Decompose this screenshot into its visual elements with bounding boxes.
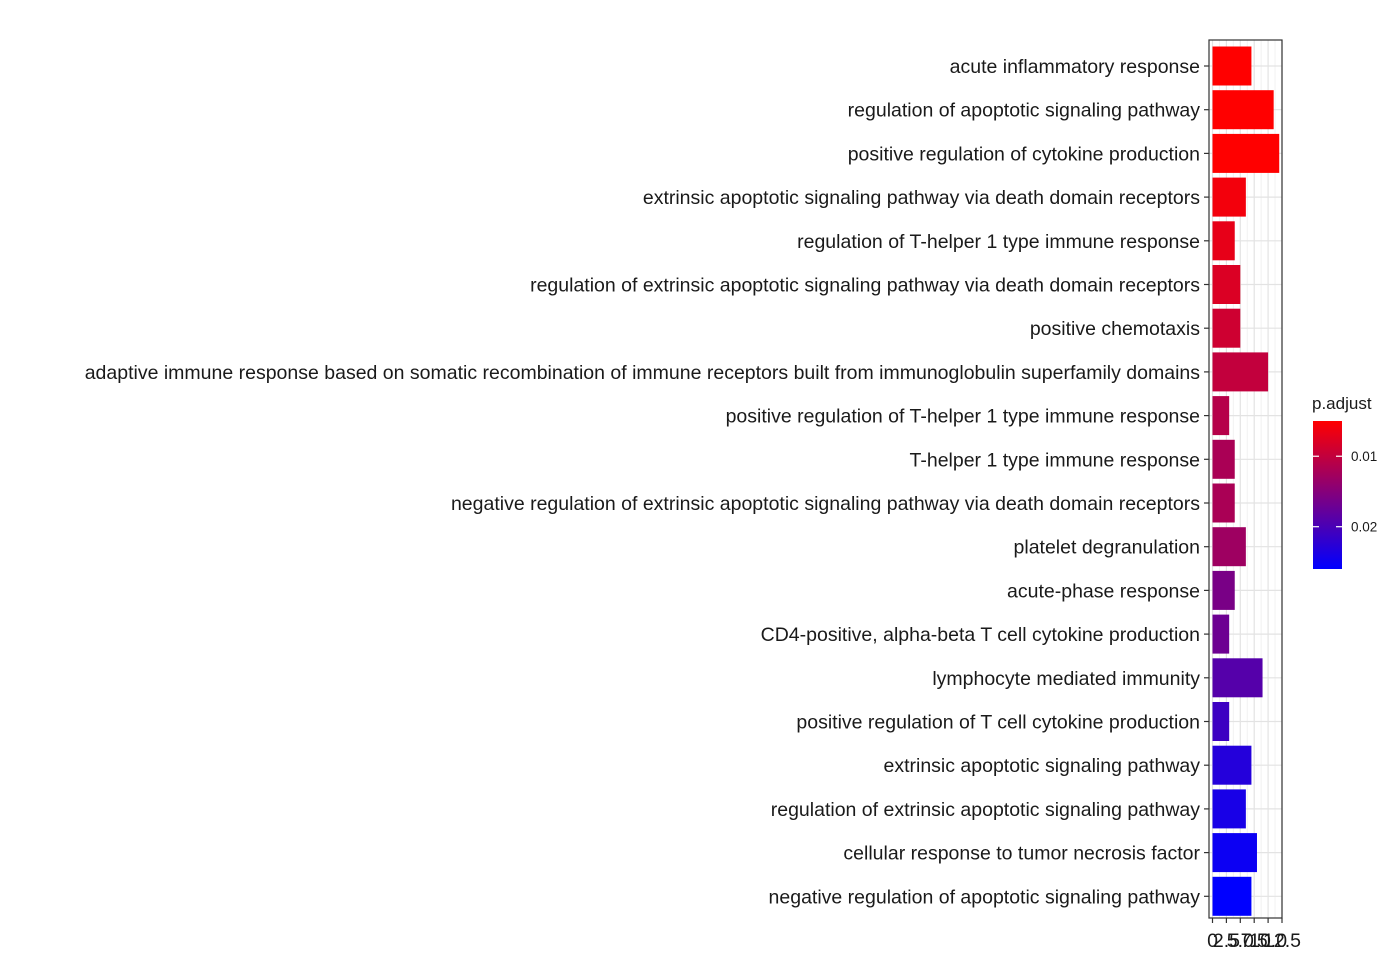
bar — [1212, 265, 1241, 304]
bar — [1212, 876, 1252, 916]
bar — [1212, 221, 1235, 261]
bar — [1212, 614, 1230, 654]
x-axis: 02.55.07.510.012.5 — [1207, 918, 1301, 952]
bar — [1212, 483, 1235, 523]
category-label: extrinsic apoptotic signaling pathway vi… — [643, 187, 1200, 209]
bar — [1212, 702, 1230, 741]
category-label: positive regulation of T cell cytokine p… — [796, 712, 1200, 734]
bar — [1212, 745, 1252, 785]
bars — [1212, 46, 1280, 916]
category-label: positive regulation of cytokine producti… — [848, 143, 1200, 165]
bar — [1212, 46, 1252, 86]
category-label: lymphocyte mediated immunity — [932, 668, 1200, 690]
legend-title: p.adjust — [1312, 394, 1372, 413]
bar — [1212, 177, 1246, 217]
bar — [1212, 658, 1263, 698]
category-label: T-helper 1 type immune response — [910, 449, 1200, 471]
category-label: cellular response to tumor necrosis fact… — [843, 843, 1200, 865]
bar — [1212, 396, 1230, 436]
category-label: adaptive immune response based on somati… — [85, 362, 1201, 384]
category-label: acute-phase response — [1007, 580, 1200, 602]
legend: p.adjust 0.01 0.02 — [1312, 394, 1377, 569]
category-label: regulation of T-helper 1 type immune res… — [797, 231, 1200, 253]
bar — [1212, 352, 1269, 392]
panel-frame — [1208, 39, 1283, 919]
category-label: negative regulation of apoptotic signali… — [769, 886, 1201, 908]
category-label: regulation of extrinsic apoptotic signal… — [530, 275, 1200, 297]
category-label: platelet degranulation — [1014, 537, 1200, 559]
category-labels: acute inflammatory response regulation of… — [85, 56, 1209, 908]
bar — [1212, 833, 1257, 873]
x-tick-label: 5.0 — [1227, 930, 1254, 952]
category-label: CD4-positive, alpha-beta T cell cytokine… — [761, 624, 1200, 646]
color-bar — [1313, 421, 1342, 569]
bar — [1212, 527, 1246, 567]
x-tick-label: 10.0 — [1249, 930, 1287, 952]
bar — [1212, 570, 1235, 610]
legend-tick-label: 0.01 — [1351, 449, 1377, 464]
category-label: positive regulation of T-helper 1 type i… — [726, 406, 1200, 428]
bar — [1212, 439, 1235, 479]
bar — [1212, 789, 1246, 829]
x-tick-label: 2.5 — [1213, 930, 1240, 952]
bar — [1212, 90, 1274, 130]
legend-tick-label: 0.02 — [1351, 520, 1377, 535]
category-label: extrinsic apoptotic signaling pathway — [883, 755, 1200, 777]
category-label: positive chemotaxis — [1030, 318, 1200, 340]
category-label: regulation of apoptotic signaling pathwa… — [848, 100, 1201, 122]
plot-panel-border — [1208, 39, 1283, 919]
x-tick-label: 7.5 — [1241, 930, 1268, 952]
x-tick-label: 0 — [1207, 930, 1218, 952]
bar — [1212, 308, 1241, 348]
category-label: negative regulation of extrinsic apoptot… — [451, 493, 1200, 515]
x-tick-label: 12.5 — [1263, 930, 1301, 952]
category-label: regulation of extrinsic apoptotic signal… — [771, 799, 1201, 821]
category-label: acute inflammatory response — [950, 56, 1200, 78]
bar — [1212, 133, 1280, 173]
